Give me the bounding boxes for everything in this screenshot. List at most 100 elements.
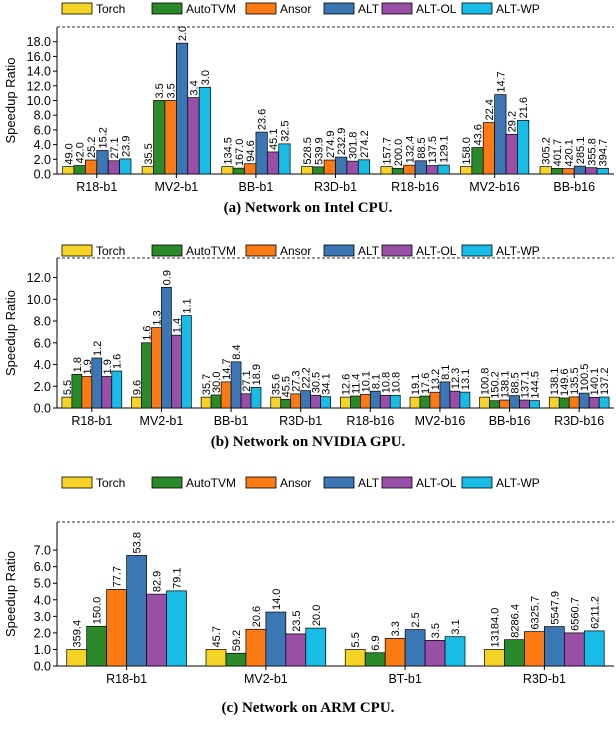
- x-tick-label: MV2-b1: [140, 414, 184, 428]
- data-label-mv2-b16-alt-ol: 12.3: [450, 368, 462, 389]
- data-label-bb-b1-autotvm: 30.0: [211, 372, 223, 393]
- data-label-mv2-b1-autotvm: 3.5: [154, 83, 166, 98]
- bar-r3d-b1-alt: [300, 390, 312, 409]
- data-label-bb-b16-alt-ol: 137.1: [520, 371, 532, 399]
- x-tick-label: R18-b16: [346, 414, 394, 428]
- bar-r3d-b1-alt-wp: [357, 159, 371, 175]
- data-label-bb-b16-ansor: 138.1: [500, 371, 512, 399]
- bar-r18-b1-ansor: [106, 589, 127, 667]
- bar-bb-b16-alt: [573, 165, 586, 175]
- data-label-bb-b16-alt: 88.5: [510, 372, 522, 393]
- bar-mv2-b16-torch: [409, 396, 421, 409]
- bar-mv2-b1-alt-ol: [285, 633, 307, 667]
- legend-swatch-ansor: [245, 476, 277, 489]
- bar-r3d-b16-alt-ol: [588, 396, 600, 409]
- bar-mv2-b1-autotvm: [225, 652, 247, 667]
- data-label-mv2-b1-ansor: 1.3: [151, 310, 163, 325]
- data-label-r18-b1-ansor: 25.2: [86, 137, 98, 158]
- bar-bb-b16-alt-ol: [519, 399, 530, 409]
- bar-r3d-b16-alt-wp: [598, 396, 610, 409]
- data-label-r18-b1-alt: 1.2: [92, 341, 104, 356]
- data-label-bt-b1-alt-wp: 3.1: [450, 619, 462, 634]
- data-label-bt-b1-ansor: 3.3: [390, 621, 402, 636]
- data-label-r18-b1-alt-wp: 79.1: [172, 567, 184, 588]
- data-label-mv2-b16-ansor: 22.4: [484, 99, 496, 120]
- y-tick-label: 10.0: [27, 94, 51, 108]
- bar-bb-b16-ansor: [499, 399, 510, 409]
- y-tick-label: 8.0: [34, 109, 51, 123]
- y-tick-label: 18.0: [27, 35, 51, 49]
- x-tick-label: R18-b1: [106, 672, 147, 686]
- data-label-r18-b1-alt-ol: 27.1: [109, 137, 121, 158]
- y-tick-label: 6.0: [34, 560, 51, 574]
- data-label-bb-b1-alt-ol: 45.1: [268, 129, 280, 150]
- bar-r18-b16-alt: [369, 390, 381, 409]
- bar-r3d-b1-autotvm: [280, 399, 292, 409]
- legend-swatch-alt-wp: [461, 2, 493, 15]
- data-label-bb-b16-torch: 100.8: [480, 368, 492, 396]
- data-label-mv2-b16-torch: 19.1: [410, 374, 422, 395]
- bar-r18-b1-alt-ol: [101, 376, 113, 409]
- data-label-r18-b1-alt-wp: 23.9: [120, 136, 132, 157]
- data-label-r18-b1-alt-ol: 82.9: [152, 571, 164, 592]
- y-tick-label: 0.0: [34, 402, 51, 416]
- y-tick-label: 14.0: [27, 65, 51, 79]
- bar-r18-b1-alt: [126, 555, 147, 667]
- data-label-r18-b1-alt: 15.2: [97, 127, 109, 148]
- data-label-mv2-b1-alt-ol: 3.4: [188, 80, 200, 95]
- data-label-r18-b16-alt-wp: 10.8: [390, 372, 402, 393]
- x-tick-label: R18-b1: [76, 180, 117, 194]
- data-label-mv2-b1-torch: 9.6: [131, 380, 143, 395]
- y-tick-label: 16.0: [27, 50, 51, 64]
- bar-bb-b1-alt-wp: [250, 386, 262, 409]
- bar-mv2-b16-ansor: [482, 122, 495, 175]
- legend-swatch-alt-wp: [461, 476, 493, 489]
- bar-bb-b1-ansor: [244, 163, 257, 175]
- y-tick-label: 2.0: [34, 626, 51, 640]
- data-label-bb-b16-ansor: 420.1: [564, 139, 576, 167]
- bar-mv2-b16-ansor: [429, 391, 441, 409]
- y-tick-label: 4.0: [34, 138, 51, 152]
- data-label-mv2-b1-alt-ol: 23.5: [291, 610, 303, 631]
- bar-mv2-b1-torch: [141, 166, 154, 175]
- data-label-mv2-b16-alt-wp: 21.6: [518, 97, 530, 118]
- data-label-mv2-b1-ansor: 3.5: [166, 83, 178, 98]
- data-label-r3d-b1-autotvm: 539.9: [313, 137, 325, 165]
- bar-mv2-b16-autotvm: [419, 395, 431, 409]
- data-label-r3d-b1-ansor: 6325.7: [529, 596, 541, 630]
- bar-mv2-b16-alt-wp: [459, 391, 471, 409]
- bar-r3d-b1-alt-ol: [563, 632, 585, 667]
- data-label-r3d-b1-alt-ol: 6560.7: [569, 597, 581, 631]
- data-label-mv2-b1-alt-wp: 3.0: [200, 70, 212, 85]
- data-label-r18-b16-alt: 8.1: [370, 374, 382, 389]
- legend-2: Torch AutoTVM Ansor ALT ALT-OL ALT-WP: [61, 244, 540, 258]
- bar-bb-b1-autotvm: [232, 167, 245, 175]
- bar-r3d-b1-torch: [300, 166, 314, 175]
- legend-label-ansor: Ansor: [280, 2, 311, 16]
- data-label-bb-b16-autotvm: 150.2: [490, 371, 502, 399]
- data-label-bb-b16-alt-ol: 355.8: [586, 138, 598, 166]
- data-label-mv2-b16-autotvm: 17.6: [420, 373, 432, 394]
- bar-r18-b1-alt-wp: [166, 590, 187, 667]
- data-label-r3d-b1-alt-wp: 274.2: [359, 130, 371, 158]
- data-label-mv2-b16-autotvm: 43.6: [473, 124, 485, 145]
- data-label-mv2-b1-torch: 45.7: [211, 626, 223, 647]
- legend-label-alt-ol: ALT-OL: [416, 476, 457, 490]
- data-label-r18-b1-autotvm: 1.8: [72, 357, 84, 372]
- bar-bb-b1-alt-wp: [278, 143, 291, 175]
- data-label-r3d-b1-torch: 35.6: [271, 374, 283, 395]
- data-label-r3d-b16-alt-ol: 140.1: [589, 368, 601, 396]
- bar-r18-b1-alt-ol: [107, 160, 120, 175]
- bar-r3d-b1-torch: [484, 649, 505, 667]
- data-label-bb-b1-torch: 35.7: [201, 374, 213, 395]
- bar-mv2-b1-ansor: [151, 327, 162, 409]
- bar-r3d-b1-alt-ol: [346, 160, 359, 175]
- legend-label-alt-ol: ALT-OL: [416, 244, 457, 258]
- x-tick-label: R3D-b1: [314, 180, 357, 194]
- bar-bt-b1-alt-wp: [444, 636, 466, 667]
- bar-mv2-b1-autotvm: [153, 100, 166, 175]
- data-label-bb-b1-alt: 8.4: [231, 345, 243, 360]
- data-label-r3d-b1-torch: 528.5: [302, 137, 314, 165]
- bar-r18-b1-alt-wp: [119, 158, 132, 175]
- data-label-bb-b1-alt: 23.6: [257, 109, 269, 130]
